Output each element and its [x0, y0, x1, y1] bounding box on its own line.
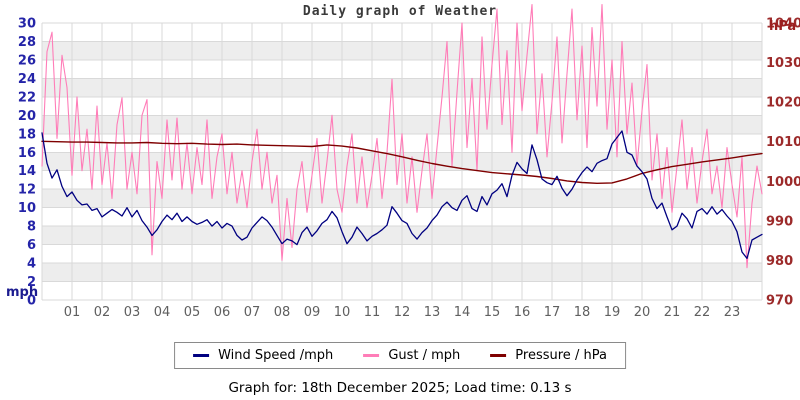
weather-chart: 0246810121416182022242628309709809901000… [18, 3, 800, 320]
x-axis-tick: 21 [664, 305, 681, 320]
right-axis-unit-label: hPa [769, 19, 797, 34]
x-axis-tick: 18 [574, 305, 591, 320]
x-axis-tick: 06 [214, 305, 231, 320]
right-axis-tick: 1000 [766, 175, 800, 190]
x-axis-tick: 07 [244, 305, 261, 320]
left-axis-unit-label: mph [6, 285, 39, 300]
x-axis-tick: 11 [364, 305, 381, 320]
x-axis-tick: 03 [124, 305, 141, 320]
left-axis-tick: 26 [18, 53, 36, 68]
series-line-gust [41, 3, 763, 269]
left-axis-tick: 16 [18, 146, 36, 161]
right-axis-tick: 1030 [766, 56, 800, 71]
x-axis-tick: 19 [604, 305, 621, 320]
chart-legend: Wind Speed /mph Gust / mph Pressure / hP… [174, 342, 626, 369]
series-line-pressure [41, 140, 763, 185]
left-axis-tick: 20 [18, 109, 36, 124]
x-axis-tick: 20 [634, 305, 651, 320]
gust-swatch [363, 354, 380, 357]
footer-caption: Graph for: 18th December 2025; Load time… [228, 380, 572, 396]
x-axis-tick: 02 [94, 305, 111, 320]
right-axis-tick: 990 [766, 214, 793, 229]
right-axis-tick: 1020 [766, 96, 800, 111]
x-axis-tick: 10 [334, 305, 351, 320]
x-axis-tick: 15 [484, 305, 501, 320]
x-axis-tick: 05 [184, 305, 201, 320]
legend-item-gust: Gust / mph [363, 348, 460, 363]
x-axis-tick: 04 [154, 305, 171, 320]
right-axis-tick: 980 [766, 254, 793, 269]
left-axis-tick: 12 [18, 183, 36, 198]
x-axis-tick: 23 [724, 305, 741, 320]
left-axis-tick: 2 [27, 275, 36, 290]
left-axis-tick: 30 [18, 17, 36, 32]
x-axis-tick: 14 [454, 305, 471, 320]
right-axis-tick: 1010 [766, 135, 800, 150]
legend-label-pressure: Pressure / hPa [515, 348, 607, 363]
legend-label-wind-speed: Wind Speed /mph [218, 348, 334, 363]
left-axis-tick: 10 [18, 201, 36, 216]
left-axis-tick: 4 [27, 257, 36, 272]
right-axis-tick: 1040 [766, 17, 800, 32]
legend-label-gust: Gust / mph [388, 348, 461, 363]
left-axis-tick: 18 [18, 127, 36, 142]
x-axis-tick: 17 [544, 305, 561, 320]
x-axis-tick: 13 [424, 305, 441, 320]
legend-item-pressure: Pressure / hPa [490, 348, 607, 363]
wind-speed-swatch [193, 354, 210, 357]
left-axis-tick: 22 [18, 90, 36, 105]
left-axis-tick: 0 [27, 294, 36, 309]
right-axis-tick: 970 [766, 294, 793, 309]
series-line-wind [41, 130, 763, 260]
left-axis-tick: 8 [27, 220, 36, 235]
pressure-swatch [490, 354, 507, 357]
x-axis-tick: 09 [304, 305, 321, 320]
legend-item-wind-speed: Wind Speed /mph [193, 348, 333, 363]
x-axis-tick: 12 [394, 305, 411, 320]
left-axis-tick: 28 [18, 35, 36, 50]
left-axis-tick: 14 [18, 164, 36, 179]
left-axis-tick: 24 [18, 72, 36, 87]
x-axis-tick: 08 [274, 305, 291, 320]
x-axis-tick: 22 [694, 305, 711, 320]
left-axis-tick: 6 [27, 238, 36, 253]
x-axis-tick: 01 [64, 305, 81, 320]
x-axis-tick: 16 [514, 305, 531, 320]
